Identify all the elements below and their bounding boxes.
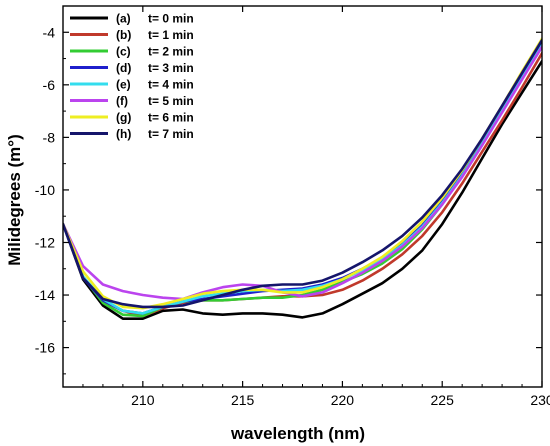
series-line-h [63, 38, 542, 309]
legend-label-letter: (f) [116, 94, 128, 108]
series-line-a [63, 59, 542, 321]
y-tick-label: -10 [35, 182, 55, 198]
legend-label-time: t= 0 min [148, 12, 194, 26]
y-tick-label: -4 [43, 24, 56, 40]
legend-label-letter: (h) [116, 127, 131, 141]
legend-label-letter: (a) [116, 12, 131, 26]
x-tick-label: 215 [231, 392, 255, 408]
legend-label-time: t= 5 min [148, 94, 194, 108]
y-tick-label: -14 [35, 287, 55, 303]
axes-layer: 210 215 220 225 230 -4 -6 -8 -10 -12 -14 -16 [35, 5, 550, 408]
y-axis-title: Milidegrees (m°) [5, 134, 24, 266]
y-tick-label: -8 [43, 129, 56, 145]
x-tick-label: 230 [530, 392, 550, 408]
x-tick-label: 210 [131, 392, 155, 408]
legend-label-time: t= 7 min [148, 127, 194, 141]
legend-label-letter: (e) [116, 78, 131, 92]
series-layer [63, 37, 542, 321]
x-tick-label: 220 [331, 392, 355, 408]
legend-label-time: t= 2 min [148, 45, 194, 59]
legend-label-letter: (b) [116, 28, 131, 42]
legend-label-letter: (c) [116, 45, 131, 59]
x-axis-title: wavelength (nm) [230, 424, 365, 443]
legend-label-letter: (d) [116, 61, 131, 75]
legend-label-time: t= 3 min [148, 61, 194, 75]
y-tick-label: -12 [35, 234, 55, 250]
y-tick-label: -16 [35, 340, 55, 356]
x-tick-label: 225 [431, 392, 455, 408]
legend-label-time: t= 1 min [148, 28, 194, 42]
series-line-f [63, 45, 542, 301]
legend: (a) t= 0 min (b) t= 1 min (c) t= 2 min (d) t= 3… [70, 12, 194, 141]
y-tick-label: -6 [43, 77, 56, 93]
legend-label-time: t= 6 min [148, 111, 194, 125]
legend-label-letter: (g) [116, 111, 131, 125]
legend-label-time: t= 4 min [148, 78, 194, 92]
